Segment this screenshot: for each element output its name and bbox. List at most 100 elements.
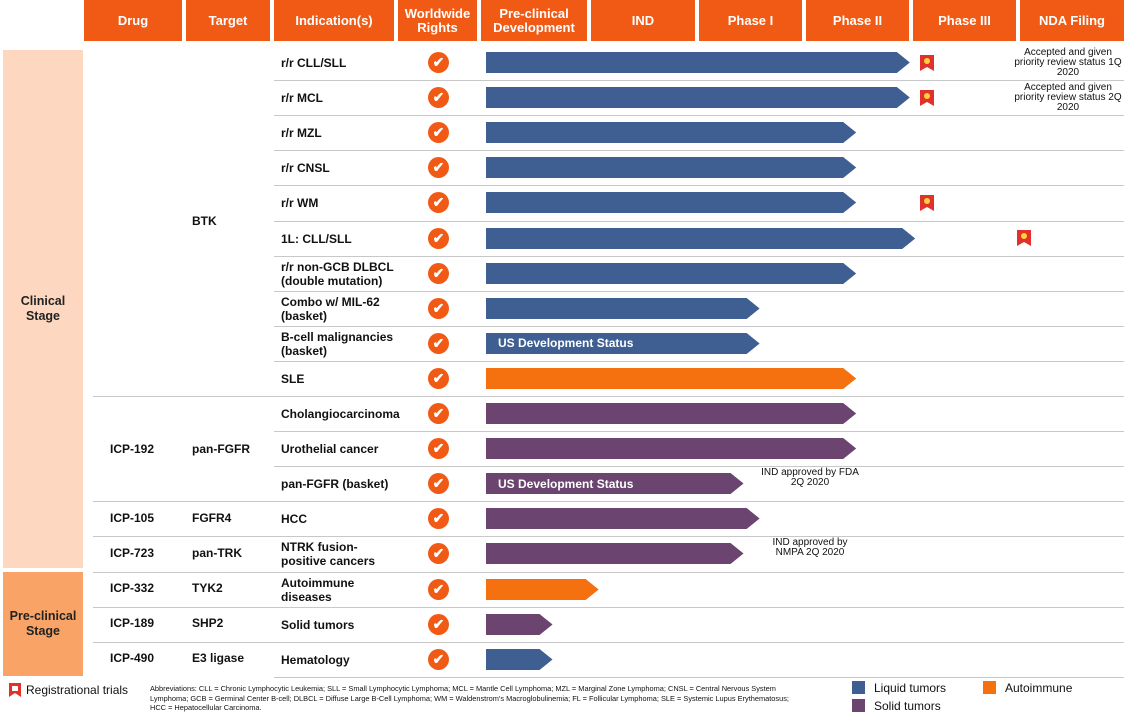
worldwide-rights-check-icon: ✔ (428, 157, 449, 178)
target-label: BTK (192, 214, 217, 228)
drug-label: ICP-332 (110, 581, 155, 595)
progress-arrow-shape (486, 333, 760, 354)
header-target: Target (186, 0, 270, 41)
row-divider (93, 501, 1124, 502)
header-stage-phase2: Phase II (806, 0, 909, 41)
legend-liquid: Liquid tumors (874, 681, 947, 695)
progress-arrow-shape (486, 579, 599, 600)
row-divider (274, 185, 1124, 186)
progress-arrow-shape (486, 473, 744, 494)
target-label: pan-FGFR (192, 442, 250, 456)
worldwide-rights-check-icon: ✔ (428, 298, 449, 319)
header-stage-phase3: Phase III (913, 0, 1016, 41)
indication-label: pan-FGFR (basket) (281, 476, 389, 491)
worldwide-rights-check-icon: ✔ (428, 228, 449, 249)
row-divider (93, 607, 1124, 608)
progress-arrow (486, 368, 857, 389)
legend-registrational: Registrational trials (26, 683, 129, 697)
indication-label: 1L: CLL/SLL (281, 231, 352, 246)
worldwide-rights-check-icon: ✔ (428, 368, 449, 389)
indication-label: B-cell malignancies (basket) (281, 329, 394, 358)
progress-arrow-shape (486, 87, 910, 108)
progress-arrow (486, 473, 744, 494)
progress-arrow-shape (486, 263, 857, 284)
drug-label: ICP-189 (110, 616, 155, 630)
progress-arrow-shape (486, 157, 857, 178)
header-drug: Drug (84, 0, 182, 41)
progress-arrow (486, 298, 760, 319)
progress-arrow (486, 403, 857, 424)
indication-label: HCC (281, 511, 307, 526)
indication-label: r/r non-GCB DLBCL (double mutation) (281, 259, 394, 288)
drug-label: ICP-105 (110, 511, 155, 525)
status-note: Accepted and given priority review statu… (1014, 82, 1122, 113)
progress-arrow (486, 508, 760, 529)
worldwide-rights-check-icon: ✔ (428, 543, 449, 564)
progress-arrow (486, 192, 857, 213)
header-stage-ind: IND (591, 0, 695, 41)
indication-label: r/r CNSL (281, 160, 330, 175)
row-divider (274, 150, 1124, 151)
progress-arrow-shape (486, 368, 857, 389)
worldwide-rights-check-icon: ✔ (428, 403, 449, 424)
row-divider (274, 466, 1124, 467)
progress-arrow (486, 438, 857, 459)
worldwide-rights-check-icon: ✔ (428, 87, 449, 108)
indication-label: r/r CLL/SLL (281, 55, 347, 70)
abbreviations-text: Abbreviations: CLL = Chronic Lymphocytic… (150, 684, 789, 712)
worldwide-rights-check-icon: ✔ (428, 614, 449, 635)
row-divider (274, 291, 1124, 292)
indication-label: SLE (281, 371, 305, 386)
progress-arrow (486, 543, 744, 564)
progress-arrow (486, 122, 857, 143)
progress-arrow-shape (486, 543, 744, 564)
worldwide-rights-check-icon: ✔ (428, 438, 449, 459)
row-divider (274, 326, 1124, 327)
header-stage-preclinical: Pre-clinical Development (481, 0, 587, 41)
row-divider (274, 80, 1124, 81)
status-note: IND approved by FDA 2Q 2020 (761, 467, 859, 488)
indication-label: Combo w/ MIL-62 (basket) (281, 294, 380, 323)
legend-autoimmune-swatch (983, 681, 996, 694)
worldwide-rights-check-icon: ✔ (428, 52, 449, 73)
indication-label: Autoimmune diseases (281, 575, 355, 604)
progress-arrow-shape (486, 52, 910, 73)
target-label: TYK2 (192, 581, 223, 595)
worldwide-rights-check-icon: ✔ (428, 649, 449, 670)
progress-arrow (486, 52, 910, 73)
row-divider (274, 115, 1124, 116)
progress-arrow (486, 228, 916, 249)
status-note: IND approved by NMPA 2Q 2020 (772, 537, 848, 558)
progress-arrow-shape (486, 508, 760, 529)
progress-arrow-shape (486, 192, 857, 213)
row-divider (274, 677, 1124, 678)
worldwide-rights-check-icon: ✔ (428, 579, 449, 600)
registrational-flag-icon (920, 90, 934, 106)
indication-label: r/r MCL (281, 90, 323, 105)
progress-arrow (486, 579, 599, 600)
worldwide-rights-check-icon: ✔ (428, 333, 449, 354)
progress-arrow-shape (486, 438, 857, 459)
registrational-flag-icon (920, 55, 934, 71)
drug-label: ICP-723 (110, 546, 155, 560)
header-indications: Indication(s) (274, 0, 394, 41)
arrow-label: US Development Status (498, 336, 634, 350)
row-divider (274, 361, 1124, 362)
row-divider (274, 431, 1124, 432)
target-label: SHP2 (192, 616, 224, 630)
progress-arrow (486, 157, 857, 178)
progress-arrow-shape (486, 122, 857, 143)
indication-label: Urothelial cancer (281, 441, 379, 456)
worldwide-rights-check-icon: ✔ (428, 473, 449, 494)
row-divider (93, 536, 1124, 537)
worldwide-rights-check-icon: ✔ (428, 192, 449, 213)
progress-arrow (486, 87, 910, 108)
row-divider (93, 572, 1124, 573)
indication-label: r/r MZL (281, 125, 322, 140)
drug-label: ICP-490 (110, 651, 155, 665)
legend-solid-swatch (852, 699, 865, 712)
progress-arrow-shape (486, 649, 553, 670)
header-stage-nda: NDA Filing (1020, 0, 1124, 41)
progress-arrow-shape (486, 228, 916, 249)
indication-label: NTRK fusion-positive cancers (281, 539, 376, 568)
